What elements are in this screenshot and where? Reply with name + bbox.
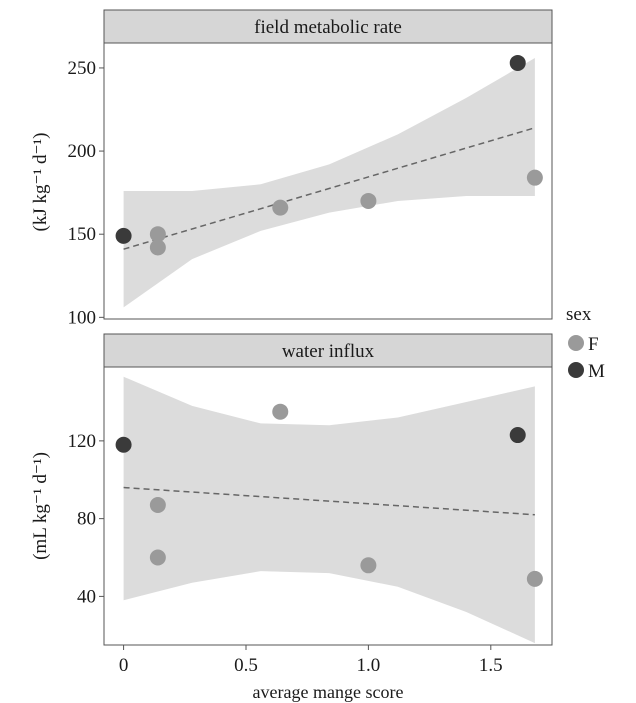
panel-2-y-tick-label-1: 80 — [77, 509, 96, 530]
panel-1-point-F-4 — [526, 169, 543, 186]
legend-label-F: F — [588, 334, 599, 355]
panel-1-y-tick-label-0: 100 — [68, 307, 97, 328]
panel-1-point-F-3 — [360, 192, 377, 209]
panel-1-y-tick-label-1: 150 — [68, 224, 97, 245]
panel-2-title: water influx — [282, 341, 375, 362]
panel-1-band-area — [123, 58, 535, 308]
panel-2-y-tick-label-2: 120 — [68, 431, 97, 452]
panel-1-point-M-0 — [115, 227, 132, 244]
x-tick-label-3: 1.5 — [479, 655, 503, 676]
panel-2-point-F-4 — [526, 570, 543, 587]
panel-1-y-tick-label-3: 250 — [68, 58, 97, 79]
panel-1-strip — [103, 9, 553, 44]
panel-2-trend-line — [123, 486, 535, 516]
panel-1-trend-line — [123, 127, 536, 250]
panel-2-band-area — [123, 376, 535, 644]
legend: sex F M — [566, 304, 605, 382]
panel-water-influx: water influx 40 80 120 (mL kg⁻¹ d⁻¹) — [30, 333, 553, 646]
panel-2-points — [115, 403, 543, 587]
x-tick-label-0: 0 — [119, 655, 129, 676]
legend-swatch-M — [568, 362, 584, 378]
panel-2-y-tick-label-0: 40 — [77, 586, 96, 607]
panel-2-point-M-1 — [509, 427, 526, 444]
panel-1-point-F-1 — [149, 239, 166, 256]
panel-2-point-F-0 — [149, 497, 166, 514]
legend-title: sex — [566, 304, 592, 325]
legend-label-M: M — [588, 361, 605, 382]
panel-1-y-axis-label: (kJ kg⁻¹ d⁻¹) — [30, 133, 51, 232]
panel-field-metabolic-rate: field metabolic rate 100 150 200 250 (kJ kg… — [30, 9, 553, 328]
panel-1-point-M-1 — [509, 54, 526, 71]
x-tick-label-2: 1.0 — [357, 655, 381, 676]
panel-1-point-F-0 — [149, 226, 166, 243]
panel-2-point-F-1 — [149, 549, 166, 566]
panel-1-trend-group — [123, 127, 536, 250]
panel-2-y-axis-label: (mL kg⁻¹ d⁻¹) — [30, 452, 51, 560]
panel-2-confidence-band — [123, 376, 535, 644]
x-tick-label-1: 0.5 — [234, 655, 258, 676]
panel-2-point-M-0 — [115, 436, 132, 453]
panel-1-confidence-band — [123, 58, 535, 308]
panel-1-title: field metabolic rate — [254, 17, 402, 38]
x-axis-label: average mange score — [253, 682, 404, 702]
panel-1-points — [115, 54, 543, 256]
panel-2-y-axis: 40 80 120 — [68, 431, 104, 607]
x-axis: 0 0.5 1.0 1.5 — [119, 645, 503, 676]
panel-2-trend-group — [123, 486, 535, 516]
panel-1-frame — [103, 42, 553, 320]
panel-1-point-F-2 — [272, 199, 289, 216]
panel-2-point-F-3 — [360, 557, 377, 574]
panel-2-point-F-2 — [272, 403, 289, 420]
panel-1-y-axis: 100 150 200 250 — [68, 58, 104, 328]
panel-2-frame — [103, 366, 553, 646]
legend-swatch-F — [568, 335, 584, 351]
panel-1-y-tick-label-2: 200 — [68, 141, 97, 162]
